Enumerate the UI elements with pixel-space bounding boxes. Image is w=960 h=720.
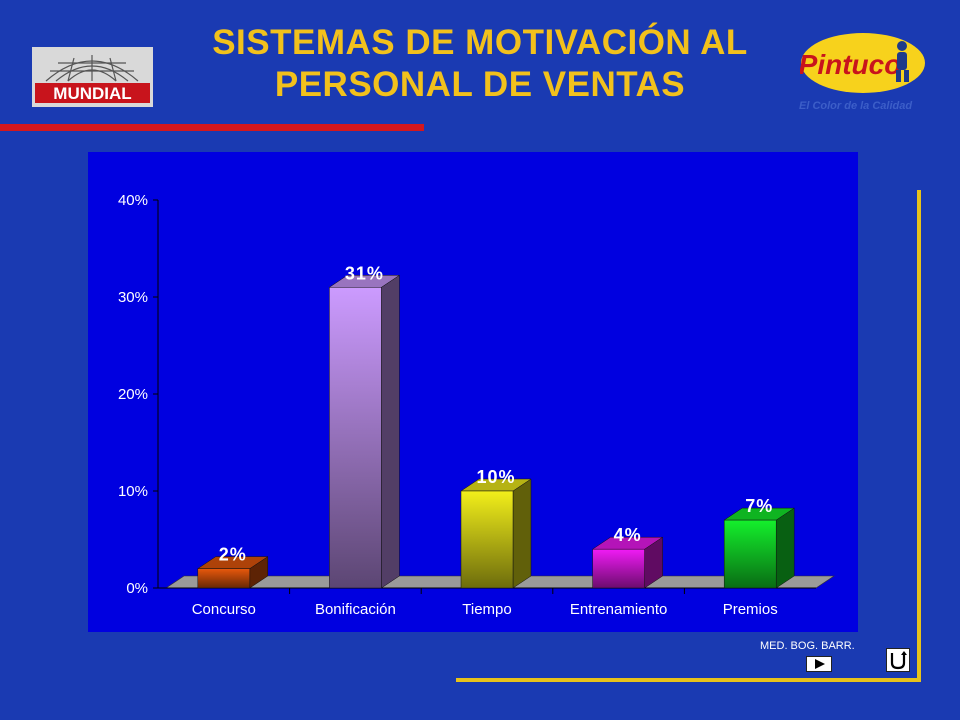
y-tick-label: 40% bbox=[118, 192, 148, 209]
y-tick-label: 10% bbox=[118, 483, 148, 500]
pintuco-logo: Pintuco bbox=[799, 30, 930, 120]
next-button[interactable] bbox=[806, 656, 832, 672]
return-button[interactable] bbox=[886, 648, 910, 672]
data-label: 2% bbox=[219, 545, 247, 565]
slide-title: SISTEMAS DE MOTIVACIÓN AL PERSONAL DE VE… bbox=[170, 22, 790, 106]
data-label: 31% bbox=[345, 263, 384, 283]
pintuco-logo-text: Pintuco bbox=[800, 49, 901, 80]
title-line-2: PERSONAL DE VENTAS bbox=[274, 65, 686, 104]
x-tick-label: Concurso bbox=[192, 601, 256, 618]
mundial-logo-text: MUNDIAL bbox=[53, 84, 131, 103]
mundial-logo: MUNDIAL bbox=[32, 47, 153, 107]
y-tick-label: 20% bbox=[118, 386, 148, 403]
gold-horizontal-line bbox=[456, 678, 921, 682]
x-tick-label: Tiempo bbox=[462, 601, 511, 618]
bar bbox=[592, 548, 645, 589]
gold-vertical-line bbox=[917, 190, 921, 682]
play-triangle-icon bbox=[815, 659, 825, 669]
pintuco-slogan: El Color de la Calidad bbox=[799, 100, 913, 112]
bar bbox=[723, 519, 777, 589]
bar bbox=[197, 568, 251, 589]
title-line-1: SISTEMAS DE MOTIVACIÓN AL bbox=[212, 23, 748, 62]
bar-side bbox=[775, 507, 795, 589]
x-tick-label: Premios bbox=[723, 601, 778, 618]
painter-icon bbox=[896, 41, 909, 82]
bar-chart: 0% 10% 20% 30% 40% 2% Concurso 31% Bonificación 1… bbox=[118, 192, 835, 618]
bar bbox=[460, 490, 514, 589]
y-tick-label: 0% bbox=[126, 580, 148, 597]
data-label: 10% bbox=[476, 467, 515, 487]
return-arrow-icon bbox=[890, 651, 907, 670]
bar-side bbox=[381, 274, 400, 589]
red-accent-line bbox=[0, 124, 424, 131]
footer-text: MED. BOG. BARR. bbox=[760, 640, 855, 652]
bar bbox=[329, 287, 382, 589]
data-label: 4% bbox=[614, 525, 642, 545]
data-label: 7% bbox=[745, 496, 773, 516]
y-tick-label: 30% bbox=[118, 289, 148, 306]
x-tick-label: Entrenamiento bbox=[570, 601, 668, 618]
x-tick-label: Bonificación bbox=[315, 601, 396, 618]
chart-panel: 0% 10% 20% 30% 40% 2% Concurso 31% Bonificación 1… bbox=[88, 152, 858, 632]
globe-icon bbox=[45, 55, 139, 82]
bar-side bbox=[512, 478, 532, 589]
